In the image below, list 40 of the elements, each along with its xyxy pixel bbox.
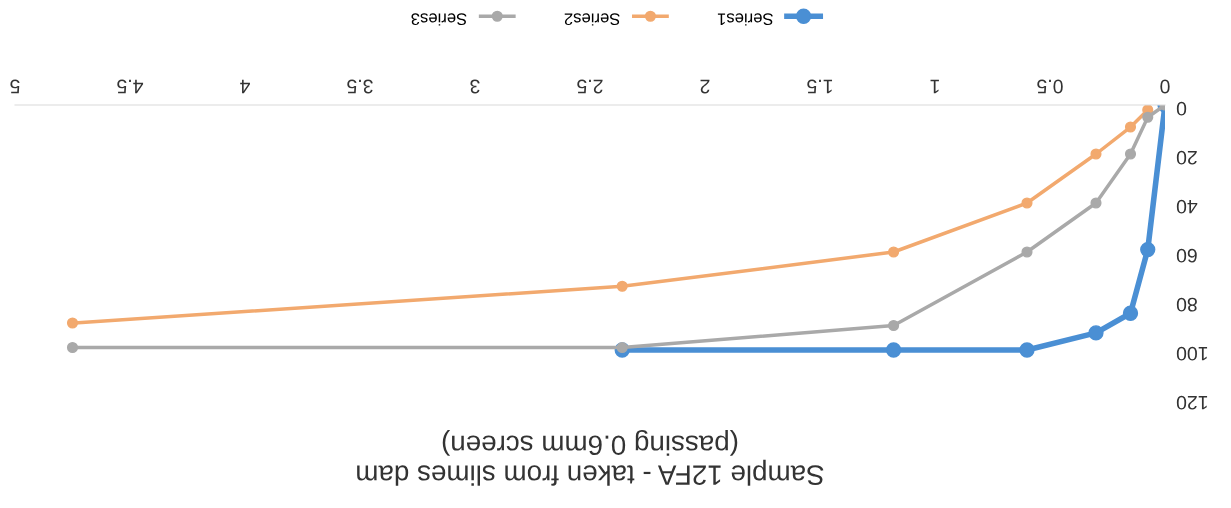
y-tick-label: 60 (1176, 248, 1197, 263)
point (66, 341, 79, 354)
point (1142, 111, 1154, 123)
point (1021, 246, 1033, 258)
point (616, 280, 628, 292)
y-tick-label: 120 (1176, 395, 1208, 410)
y-tick-label: 20 (1176, 150, 1197, 165)
y-tick-label: 100 (1176, 346, 1208, 361)
point (1088, 325, 1104, 341)
y-tick-label: 40 (1176, 199, 1198, 214)
y-tick-label: 0 (1176, 101, 1187, 116)
point (1019, 342, 1035, 358)
point (888, 246, 900, 258)
legend-label: Series2 (564, 13, 620, 26)
point (66, 317, 79, 329)
point (1122, 305, 1139, 321)
x-tick-label: 0.5 (1037, 79, 1063, 94)
x-tick-label: 4 (240, 79, 250, 94)
x-tick-label: 2.5 (577, 79, 603, 94)
point (1090, 197, 1102, 209)
point (1124, 148, 1137, 160)
x-tick-label: 2 (700, 79, 710, 94)
point (1140, 241, 1156, 258)
x-tick-label: 5 (10, 79, 20, 94)
point (616, 341, 628, 354)
x-tick-label: 0 (1160, 79, 1170, 94)
point (1021, 197, 1033, 209)
y-tick-label: 80 (1176, 297, 1197, 312)
legend-label: Series1 (717, 13, 773, 26)
x-tick-label: 4.5 (117, 79, 144, 94)
text: Sample 12FA - taken from slimes dam (passing 0.6mm screen) (357, 429, 824, 486)
point (888, 319, 900, 332)
point (885, 342, 902, 358)
legend-label: Series3 (411, 13, 467, 26)
x-tick-label: 3.5 (347, 79, 373, 94)
x-tick-label: 3 (470, 79, 480, 94)
x-tick-label: 1 (930, 79, 939, 94)
x-tick-label: 1.5 (807, 79, 833, 94)
point (1124, 121, 1137, 133)
point (1090, 148, 1102, 160)
